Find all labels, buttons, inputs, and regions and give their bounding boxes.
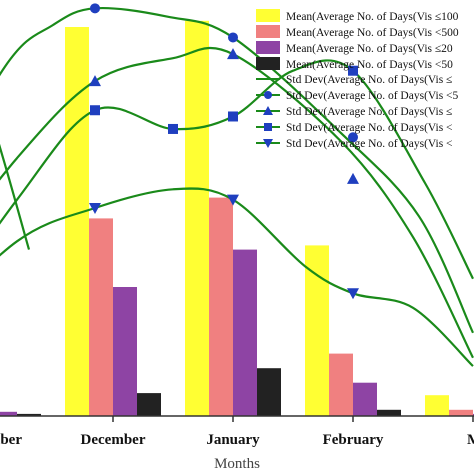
x-tick-label: M (467, 432, 474, 448)
legend-label: Mean(Average No. of Days(Vis <50 (286, 59, 453, 71)
line-point (89, 203, 101, 214)
line-point (228, 32, 238, 43)
bar (137, 393, 161, 416)
bar (89, 218, 113, 416)
bar (305, 245, 329, 416)
x-tick-label: December (81, 432, 146, 448)
line-point (90, 105, 100, 116)
line-point (347, 172, 359, 184)
legend-swatch (256, 41, 280, 54)
legend-label: Std Dev(Average No. of Days(Vis ≤ (286, 106, 452, 118)
legend-label: Mean(Average No. of Days(Vis <500 (286, 27, 459, 39)
legend-swatch (256, 25, 280, 38)
line-point (347, 288, 359, 300)
line-point (227, 48, 239, 60)
line-point (348, 65, 358, 76)
bar (209, 197, 233, 416)
legend: Mean(Average No. of Days(Vis ≤100 Mean(Av… (256, 9, 459, 150)
line-point (89, 75, 101, 87)
x-tick-label: January (206, 432, 260, 448)
series-line (0, 46, 474, 359)
legend-swatch (256, 57, 280, 70)
bar (65, 27, 89, 416)
bars (0, 20, 474, 416)
legend-label: Mean(Average No. of Days(Vis ≤100 (286, 11, 459, 23)
line-point (228, 111, 238, 122)
bar (329, 353, 353, 416)
x-tick-label: mber (0, 432, 22, 448)
x-tick-label: February (323, 432, 384, 448)
bar (233, 249, 257, 416)
line-point (264, 123, 272, 131)
bar (449, 409, 473, 416)
std-dev-lines (0, 3, 474, 367)
bar (185, 20, 209, 416)
line-point (227, 194, 239, 206)
legend-swatch (256, 9, 280, 22)
bar (113, 287, 137, 416)
bar (377, 409, 401, 416)
bar (0, 411, 17, 416)
legend-label: Std Dev(Average No. of Days(Vis < (286, 122, 453, 134)
line-point (348, 132, 358, 143)
series-line (0, 143, 31, 250)
legend-label: Std Dev(Average No. of Days(Vis ≤ (286, 74, 452, 86)
bar (17, 413, 41, 416)
line-point (264, 91, 272, 99)
line-point (263, 106, 273, 115)
legend-label: Std Dev(Average No. of Days(Vis <5 (286, 90, 459, 102)
bar (425, 395, 449, 416)
line-point (90, 3, 100, 14)
bar (257, 368, 281, 416)
line-point (263, 139, 273, 148)
legend-label: Std Dev(Average No. of Days(Vis < (286, 138, 453, 150)
x-axis-label: Months (214, 456, 260, 472)
series-line (0, 6, 474, 334)
bar (353, 382, 377, 416)
legend-label: Mean(Average No. of Days(Vis ≤20 (286, 43, 453, 55)
line-point (168, 123, 178, 134)
